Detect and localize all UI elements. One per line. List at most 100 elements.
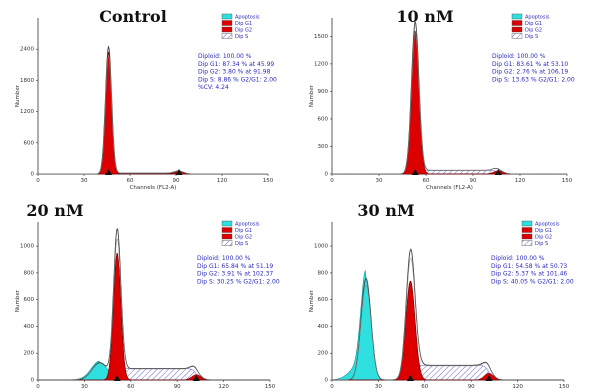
stat-line: Diploid: 100.00 % (198, 53, 252, 60)
y-tick-label: 300 (318, 144, 329, 150)
y-axis-label: Number (309, 289, 315, 312)
panel-title: 10 nM (396, 7, 453, 26)
y-tick-label: 0 (31, 172, 35, 178)
legend-swatch (511, 13, 523, 20)
y-tick-label: 0 (325, 378, 329, 384)
y-tick-label: 1200 (314, 61, 328, 67)
legend-label: Dip G1 (535, 228, 552, 234)
x-tick-label: 120 (512, 384, 523, 390)
legend-swatch (221, 13, 233, 20)
y-tick-label: 200 (318, 351, 329, 357)
peak-marker (105, 169, 113, 175)
y-axis-label: Number (15, 84, 21, 107)
stat-line: Dip G1: 65.84 % at 51.19 (197, 263, 273, 270)
y-tick-label: 2400 (20, 47, 34, 53)
legend-label: Apoptosis (525, 15, 550, 21)
x-tick-label: 120 (515, 178, 526, 184)
legend-label: Dip G1 (525, 21, 542, 27)
stat-line: Dip G1: 54.58 % at 50.73 (491, 263, 567, 270)
x-tick-label: 120 (218, 384, 229, 390)
histogram-panel-0: Control 0 600 1200 1800 2400 0 30 60 90 120 150 Numb… (15, 7, 277, 191)
legend-label: Dip G2 (235, 28, 252, 34)
x-tick-label: 90 (174, 384, 181, 390)
histogram-fit-line (38, 54, 268, 175)
stat-line: Dip G2: 5.37 % at 101.46 (491, 271, 567, 278)
legend-swatch (221, 240, 233, 246)
legend-label: Dip S (235, 241, 248, 247)
legend-label: Dip G2 (235, 235, 252, 241)
y-tick-label: 600 (318, 116, 329, 122)
y-tick-label: 600 (24, 140, 35, 146)
stat-line: Diploid: 100.00 % (197, 255, 251, 262)
y-tick-label: 800 (24, 270, 35, 276)
series-dip-s-area (38, 368, 270, 381)
x-tick-label: 0 (36, 178, 40, 184)
y-tick-label: 1200 (20, 109, 34, 115)
x-tick-label: 0 (330, 384, 334, 390)
y-tick-label: 0 (325, 172, 329, 178)
y-tick-label: 400 (24, 324, 35, 330)
stat-line: Dip G2: 3.91 % at 102.37 (197, 271, 273, 278)
legend-swatch (521, 220, 533, 227)
x-tick-label: 60 (127, 178, 134, 184)
x-tick-label: 90 (470, 178, 477, 184)
legend-label: Dip S (235, 34, 248, 40)
y-tick-label: 0 (31, 378, 35, 384)
legend-swatch (221, 233, 233, 240)
stat-line: Dip S: 30.25 % G2/G1: 2.00 (197, 278, 280, 285)
y-tick-label: 1000 (20, 244, 34, 250)
panel-title: 20 nM (26, 201, 83, 220)
legend-swatch (221, 33, 233, 39)
x-tick-label: 150 (559, 384, 570, 390)
y-tick-label: 600 (318, 297, 329, 303)
legend-label: Dip G1 (235, 228, 252, 234)
peak-marker (175, 169, 183, 175)
y-tick-label: 900 (318, 89, 329, 95)
legend-swatch (221, 227, 233, 233)
x-axis-label: Channels (FL2-A) (130, 185, 177, 191)
stat-line: Diploid: 100.00 % (491, 255, 545, 262)
x-tick-label: 0 (330, 178, 334, 184)
x-tick-label: 60 (423, 178, 430, 184)
histogram-panel-1: 10 nM 0 300 600 900 1200 1500 0 30 60 90 120 150 Numb… (309, 7, 575, 191)
y-tick-label: 600 (24, 297, 35, 303)
stat-line: Dip G1: 87.34 % at 45.99 (198, 61, 274, 68)
series-dip-s-area (332, 170, 567, 175)
peak-marker (113, 375, 121, 381)
histogram-panel-3: 30 nM 0 200 400 600 800 1000 0 30 60 90 120 150 Numbe… (309, 201, 574, 390)
y-tick-label: 200 (24, 351, 35, 357)
legend-swatch (521, 233, 533, 240)
legend-label: Dip G2 (525, 28, 542, 34)
x-tick-label: 0 (36, 384, 40, 390)
peak-marker (406, 375, 414, 381)
histogram-fit-line (332, 31, 567, 174)
y-tick-label: 1500 (314, 34, 328, 40)
stat-line: Dip S: 8.86 % G2/G1: 2.00 (198, 76, 277, 83)
y-axis-label: Number (15, 289, 21, 312)
y-tick-label: 1800 (20, 78, 34, 84)
legend-swatch (221, 20, 233, 26)
x-tick-label: 30 (81, 384, 88, 390)
peak-marker (485, 375, 493, 381)
peak-marker (494, 169, 502, 175)
x-tick-label: 30 (376, 178, 383, 184)
x-tick-label: 150 (265, 384, 276, 390)
y-tick-label: 1000 (314, 244, 328, 250)
stat-line: %CV: 4.24 (198, 84, 229, 91)
legend-label: Dip S (525, 34, 538, 40)
x-tick-label: 150 (263, 178, 274, 184)
histogram-envelope-line (332, 248, 564, 381)
stat-line: Dip S: 40.05 % G2/G1: 2.00 (491, 278, 574, 285)
histogram-panel-2: 20 nM 0 200 400 600 800 1000 0 30 60 90 120 150 Numbe… (15, 201, 280, 390)
stat-line: Dip G2: 2.76 % at 106.19 (492, 69, 568, 76)
stat-line: Diploid: 100.00 % (492, 53, 546, 60)
panel-title: 30 nM (357, 201, 414, 220)
legend-swatch (521, 227, 533, 233)
histogram-envelope-line (332, 20, 567, 175)
stat-line: Dip G2: 3.80 % at 91.98 (198, 69, 271, 76)
